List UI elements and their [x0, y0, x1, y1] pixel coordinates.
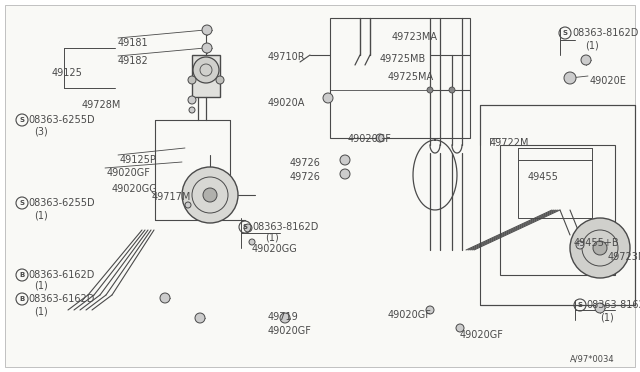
Text: 08363-8162D: 08363-8162D	[252, 222, 318, 232]
Circle shape	[249, 239, 255, 245]
Text: 49020A: 49020A	[268, 98, 305, 108]
Text: 49725MA: 49725MA	[388, 72, 434, 82]
Circle shape	[456, 324, 464, 332]
Text: 49020GF: 49020GF	[107, 168, 151, 178]
Text: 49726: 49726	[290, 158, 321, 168]
Text: S: S	[19, 200, 24, 206]
Text: 49181: 49181	[118, 38, 148, 48]
Text: 49728M: 49728M	[82, 100, 122, 110]
Text: 49020GF: 49020GF	[348, 134, 392, 144]
Text: B: B	[19, 296, 24, 302]
Text: (1): (1)	[34, 210, 48, 220]
Bar	[480, 105, 635, 305]
Circle shape	[189, 107, 195, 113]
Text: 49020GF: 49020GF	[268, 326, 312, 336]
Circle shape	[426, 306, 434, 314]
Text: 49725MB: 49725MB	[380, 54, 426, 64]
Text: 08363-6255D: 08363-6255D	[28, 198, 95, 208]
Text: 49020GG: 49020GG	[252, 244, 298, 254]
Text: 49182: 49182	[118, 56, 148, 66]
Circle shape	[280, 313, 290, 323]
Text: 49125: 49125	[52, 68, 83, 78]
Text: S: S	[577, 302, 582, 308]
Bar	[518, 160, 592, 218]
Text: 49020GF: 49020GF	[460, 330, 504, 340]
Text: 49710R: 49710R	[268, 52, 306, 62]
Text: B: B	[19, 272, 24, 278]
Text: 49719: 49719	[268, 312, 299, 322]
Text: S: S	[19, 117, 24, 123]
Circle shape	[188, 76, 196, 84]
Text: 49455: 49455	[528, 172, 559, 182]
Text: 49125P: 49125P	[120, 155, 157, 165]
Circle shape	[581, 55, 591, 65]
Circle shape	[182, 167, 238, 223]
Bar	[192, 55, 220, 97]
Text: S: S	[563, 30, 568, 36]
Bar	[500, 145, 615, 275]
Text: 49723MA: 49723MA	[392, 32, 438, 42]
Circle shape	[185, 202, 191, 208]
Circle shape	[427, 87, 433, 93]
Circle shape	[576, 241, 584, 249]
Circle shape	[202, 25, 212, 35]
Circle shape	[203, 188, 217, 202]
Text: (1): (1)	[34, 281, 48, 291]
Text: 49726: 49726	[290, 172, 321, 182]
Text: 08363-6162D: 08363-6162D	[28, 270, 94, 280]
Circle shape	[340, 169, 350, 179]
Text: 08363-8162D: 08363-8162D	[586, 300, 640, 310]
Bar	[330, 18, 470, 138]
Circle shape	[340, 155, 350, 165]
Circle shape	[202, 43, 212, 53]
Text: S: S	[243, 224, 248, 230]
Circle shape	[323, 93, 333, 103]
Circle shape	[244, 224, 252, 232]
Text: (1): (1)	[585, 40, 599, 50]
Text: 49020GF: 49020GF	[388, 310, 432, 320]
Circle shape	[570, 218, 630, 278]
Circle shape	[216, 76, 224, 84]
Text: 08363-6255D: 08363-6255D	[28, 115, 95, 125]
Text: (3): (3)	[34, 127, 48, 137]
Text: 49723M: 49723M	[608, 252, 640, 262]
Text: (1): (1)	[600, 312, 614, 322]
Text: 49020GG: 49020GG	[112, 184, 157, 194]
Circle shape	[195, 313, 205, 323]
Circle shape	[449, 87, 455, 93]
Circle shape	[593, 241, 607, 255]
Circle shape	[193, 57, 219, 83]
Text: (1): (1)	[34, 306, 48, 316]
Circle shape	[595, 303, 605, 313]
Text: 49717M: 49717M	[152, 192, 191, 202]
Circle shape	[564, 72, 576, 84]
Text: 49020E: 49020E	[590, 76, 627, 86]
Text: 49455+B: 49455+B	[574, 238, 620, 248]
Circle shape	[160, 293, 170, 303]
Text: 08363-8162D: 08363-8162D	[572, 28, 638, 38]
Text: 08363-6162D: 08363-6162D	[28, 294, 94, 304]
Text: 49722M: 49722M	[490, 138, 529, 148]
Circle shape	[376, 134, 384, 142]
Text: A/97*0034: A/97*0034	[570, 355, 614, 364]
Circle shape	[188, 96, 196, 104]
Text: (1): (1)	[265, 233, 279, 243]
